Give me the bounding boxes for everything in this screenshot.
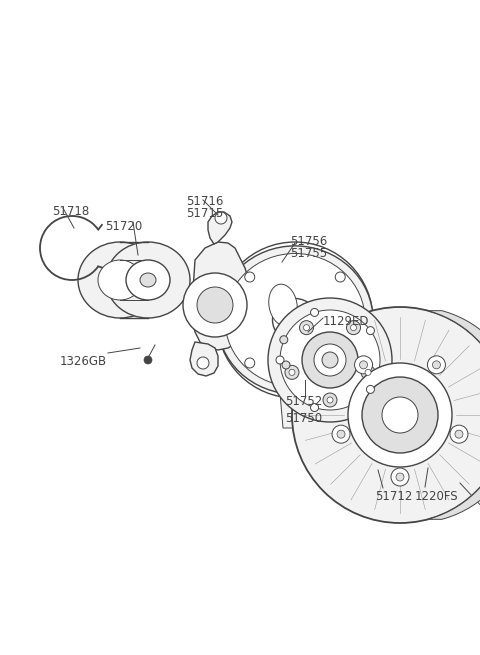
Text: 51715: 51715 (186, 207, 223, 220)
Circle shape (455, 430, 463, 438)
Circle shape (365, 369, 371, 375)
Polygon shape (428, 310, 480, 519)
Circle shape (197, 287, 233, 323)
Circle shape (366, 385, 374, 394)
Circle shape (314, 344, 346, 376)
Circle shape (285, 365, 299, 379)
Ellipse shape (225, 253, 365, 386)
Circle shape (292, 307, 480, 523)
Ellipse shape (126, 260, 170, 300)
Circle shape (322, 352, 338, 368)
Circle shape (311, 309, 319, 316)
Circle shape (450, 425, 468, 443)
Circle shape (347, 321, 360, 335)
Circle shape (350, 325, 357, 331)
Circle shape (268, 298, 392, 422)
Text: 1129ED: 1129ED (323, 315, 370, 328)
Polygon shape (190, 342, 218, 376)
Ellipse shape (98, 260, 142, 300)
Circle shape (282, 361, 290, 369)
Ellipse shape (335, 358, 345, 368)
Circle shape (276, 356, 284, 364)
Circle shape (302, 332, 358, 388)
Ellipse shape (245, 272, 255, 282)
Circle shape (362, 377, 438, 453)
Text: 51720: 51720 (105, 220, 142, 233)
Ellipse shape (217, 246, 373, 394)
Text: 51750: 51750 (285, 412, 322, 425)
Ellipse shape (269, 284, 297, 326)
Circle shape (366, 327, 374, 335)
Circle shape (348, 363, 452, 467)
Ellipse shape (245, 358, 255, 368)
Ellipse shape (335, 272, 345, 282)
Circle shape (289, 369, 295, 375)
Circle shape (428, 356, 445, 374)
Circle shape (183, 273, 247, 337)
Circle shape (280, 336, 288, 344)
Circle shape (327, 397, 333, 403)
Circle shape (332, 425, 350, 443)
Circle shape (303, 325, 310, 331)
Ellipse shape (140, 273, 156, 287)
Circle shape (355, 356, 372, 374)
Text: 51718: 51718 (52, 205, 89, 218)
Ellipse shape (273, 299, 317, 341)
Ellipse shape (78, 242, 162, 318)
Circle shape (360, 361, 368, 369)
Text: 51716: 51716 (186, 195, 223, 208)
Text: 51755: 51755 (290, 247, 327, 260)
Ellipse shape (106, 242, 190, 318)
Text: 1326GB: 1326GB (60, 355, 107, 368)
Circle shape (217, 242, 373, 398)
Circle shape (300, 321, 313, 335)
Text: 51756: 51756 (290, 235, 327, 248)
Circle shape (215, 212, 227, 224)
Circle shape (382, 397, 418, 433)
Circle shape (197, 357, 209, 369)
Text: 1220FS: 1220FS (415, 490, 458, 503)
Text: 51712: 51712 (375, 490, 412, 503)
Circle shape (280, 310, 380, 410)
Circle shape (432, 361, 441, 369)
Circle shape (391, 468, 409, 486)
Circle shape (311, 403, 319, 411)
Circle shape (144, 356, 152, 364)
Polygon shape (192, 242, 252, 350)
Circle shape (361, 365, 375, 379)
Text: 51752: 51752 (285, 395, 322, 408)
Circle shape (323, 393, 337, 407)
Polygon shape (280, 393, 310, 428)
Polygon shape (208, 212, 232, 244)
Circle shape (396, 473, 404, 481)
Circle shape (337, 430, 345, 438)
